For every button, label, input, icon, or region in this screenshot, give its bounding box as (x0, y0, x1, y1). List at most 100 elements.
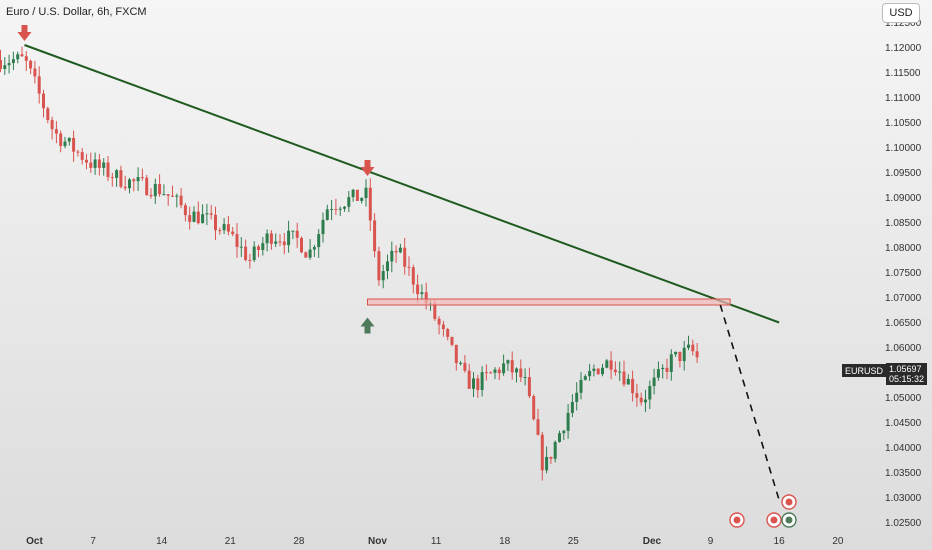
candle-body (330, 209, 334, 211)
candle-body (398, 247, 402, 253)
candle-body (46, 108, 50, 120)
event-icon-dot (785, 516, 793, 524)
candle-body (411, 267, 415, 285)
candle-body (691, 344, 695, 352)
candle-body (226, 224, 230, 232)
candle-body (558, 433, 561, 443)
candle-body (549, 456, 553, 459)
candle-body (97, 159, 101, 168)
candle-body (360, 198, 364, 201)
candle-body (437, 318, 441, 325)
candle-body (506, 360, 510, 364)
candle-body (3, 65, 7, 69)
x-tick-label: Nov (368, 536, 387, 547)
candle-body (149, 194, 153, 197)
candle-body (493, 369, 497, 373)
candle-body (583, 376, 587, 380)
candle-body (308, 249, 312, 258)
candle-body (644, 399, 647, 403)
candle-body (76, 151, 80, 153)
candle-body (390, 250, 394, 262)
candle-body (274, 241, 278, 244)
candle-body (441, 324, 445, 330)
candle-body (373, 220, 377, 252)
candle-body (166, 194, 170, 196)
candle-body (0, 60, 2, 69)
currency-button[interactable]: USD (882, 3, 920, 23)
candle-body (179, 195, 183, 206)
x-tick-label: 21 (225, 536, 237, 547)
candle-body (553, 442, 557, 459)
candle-body (407, 266, 411, 268)
candle-body (519, 368, 523, 378)
candle-body (54, 129, 58, 134)
price-badge-price: 1.05697 (889, 364, 922, 374)
candle-body (351, 189, 355, 198)
candle-body (338, 208, 342, 210)
candle-body (626, 378, 630, 385)
candle-body (24, 56, 28, 61)
y-tick-label: 1.10500 (885, 118, 922, 129)
x-tick-label: 14 (156, 536, 168, 547)
candle-body (364, 187, 368, 199)
candle-body (394, 250, 398, 253)
candle-body (85, 159, 88, 163)
candle-body (472, 378, 475, 389)
trendline (24, 44, 780, 324)
y-tick-label: 1.07000 (885, 293, 922, 304)
candle-body (450, 336, 454, 345)
y-tick-label: 1.12500 (885, 18, 922, 29)
candle-body (29, 60, 33, 69)
candle-body (235, 234, 239, 247)
candle-body (136, 177, 140, 182)
y-tick-label: 1.08000 (885, 243, 922, 254)
candle-body (89, 162, 93, 168)
candle-body (631, 378, 635, 394)
projection-path (719, 304, 790, 502)
candle-body (218, 230, 222, 232)
price-badge-symbol: EURUSD (842, 364, 887, 377)
candle-body (446, 329, 450, 337)
candle-body (592, 368, 596, 371)
candle-body (381, 271, 385, 281)
candle-body (37, 76, 41, 94)
candle-body (368, 187, 372, 221)
candle-body (433, 303, 437, 319)
candle-body (596, 368, 600, 375)
y-tick-label: 1.08500 (885, 218, 922, 229)
candle-body (145, 177, 149, 195)
candle-body (140, 177, 144, 179)
event-icon-dot (785, 498, 793, 506)
candle-body (695, 351, 699, 358)
candle-body (244, 246, 248, 260)
candle-body (579, 379, 583, 393)
y-tick-label: 1.03500 (885, 468, 922, 479)
candle-body (515, 368, 518, 373)
candle-body (20, 54, 24, 57)
candle-body (192, 211, 196, 222)
candle-body (196, 211, 200, 224)
candle-body (119, 170, 123, 187)
x-tick-label: Oct (26, 536, 43, 547)
candle-body (334, 209, 338, 211)
candle-body (622, 371, 626, 385)
candle-body (93, 159, 97, 168)
candle-body (480, 372, 484, 390)
candle-body (678, 351, 682, 362)
resistance-zone (367, 298, 731, 306)
candle-body (545, 456, 549, 471)
candle-body (106, 162, 110, 178)
price-badge: EURUSD 1.05697 05:15:32 (842, 363, 928, 385)
y-tick-label: 1.04000 (885, 443, 922, 454)
candle-body (317, 234, 321, 248)
candle-body (347, 197, 351, 207)
candle-body (205, 213, 209, 215)
y-tick-label: 1.11000 (885, 93, 921, 104)
candle-body (386, 261, 389, 272)
candle-body (570, 401, 574, 413)
candle-body (648, 386, 652, 400)
candle-body (656, 369, 660, 378)
candle-body (33, 68, 37, 77)
candle-body (566, 412, 570, 431)
